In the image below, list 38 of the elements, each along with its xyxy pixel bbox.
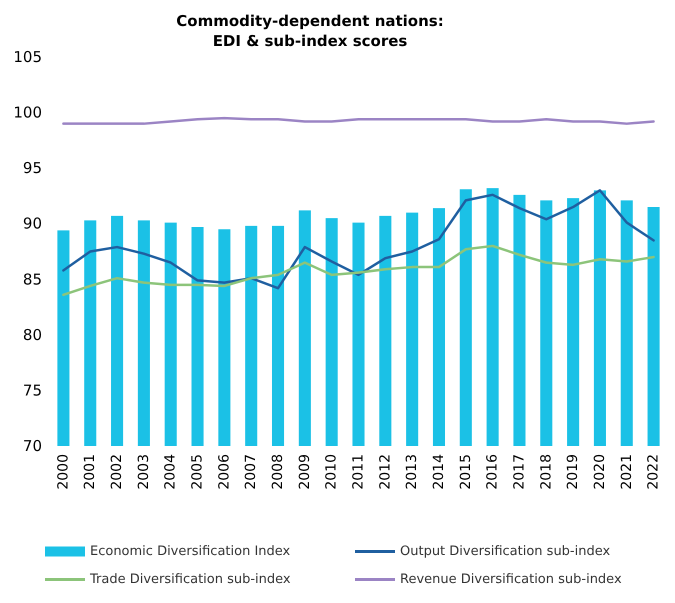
- x-tick-label: 2013: [404, 454, 420, 490]
- y-tick-label: 90: [22, 214, 42, 233]
- y-tick-label: 95: [22, 159, 42, 178]
- x-tick-label: 2004: [162, 454, 179, 490]
- x-tick-label: 2011: [350, 454, 366, 490]
- legend-label: Economic Diversification Index: [90, 544, 291, 559]
- legend-label: Output Diversification sub-index: [400, 544, 610, 559]
- x-tick-label: 2001: [82, 454, 98, 490]
- x-tick-label: 2012: [377, 454, 394, 490]
- y-tick-label: 70: [22, 437, 42, 455]
- legend-label: Trade Diversification sub-index: [89, 572, 291, 587]
- line-series: [62, 244, 655, 296]
- chart-title: Commodity-dependent nations: EDI & sub-index scores: [176, 12, 444, 50]
- x-tick-label: 2022: [646, 454, 662, 490]
- x-tick-label: 2006: [216, 454, 232, 490]
- x-tick-label: 2009: [296, 454, 313, 490]
- y-tick-label: 80: [22, 326, 42, 344]
- line-series: [62, 189, 655, 290]
- x-tick-label: 2018: [538, 454, 554, 490]
- y-tick-label: 105: [13, 48, 42, 66]
- x-tick-label: 2015: [458, 454, 474, 490]
- x-tick-label: 2007: [243, 454, 260, 490]
- y-tick-label: 75: [22, 381, 42, 400]
- y-tick-label: 100: [13, 104, 42, 122]
- legend-label: Revenue Diversification sub-index: [400, 572, 622, 587]
- x-tick-label: 2005: [190, 454, 206, 490]
- x-tick-label: 2016: [484, 454, 501, 490]
- x-tick-label: 2002: [109, 454, 126, 490]
- x-tick-label: 2008: [270, 454, 286, 490]
- y-tick-label: 85: [22, 270, 42, 288]
- x-tick-label: 2000: [55, 454, 72, 490]
- x-tick-label: 2003: [136, 454, 152, 490]
- x-tick-label: 2017: [511, 454, 528, 490]
- x-tick-label: 2019: [565, 454, 582, 490]
- x-tick-label: 2014: [430, 454, 447, 490]
- x-tick-label: 2020: [592, 454, 608, 490]
- x-tick-label: 2010: [324, 454, 340, 490]
- x-tick-label: 2021: [618, 454, 635, 490]
